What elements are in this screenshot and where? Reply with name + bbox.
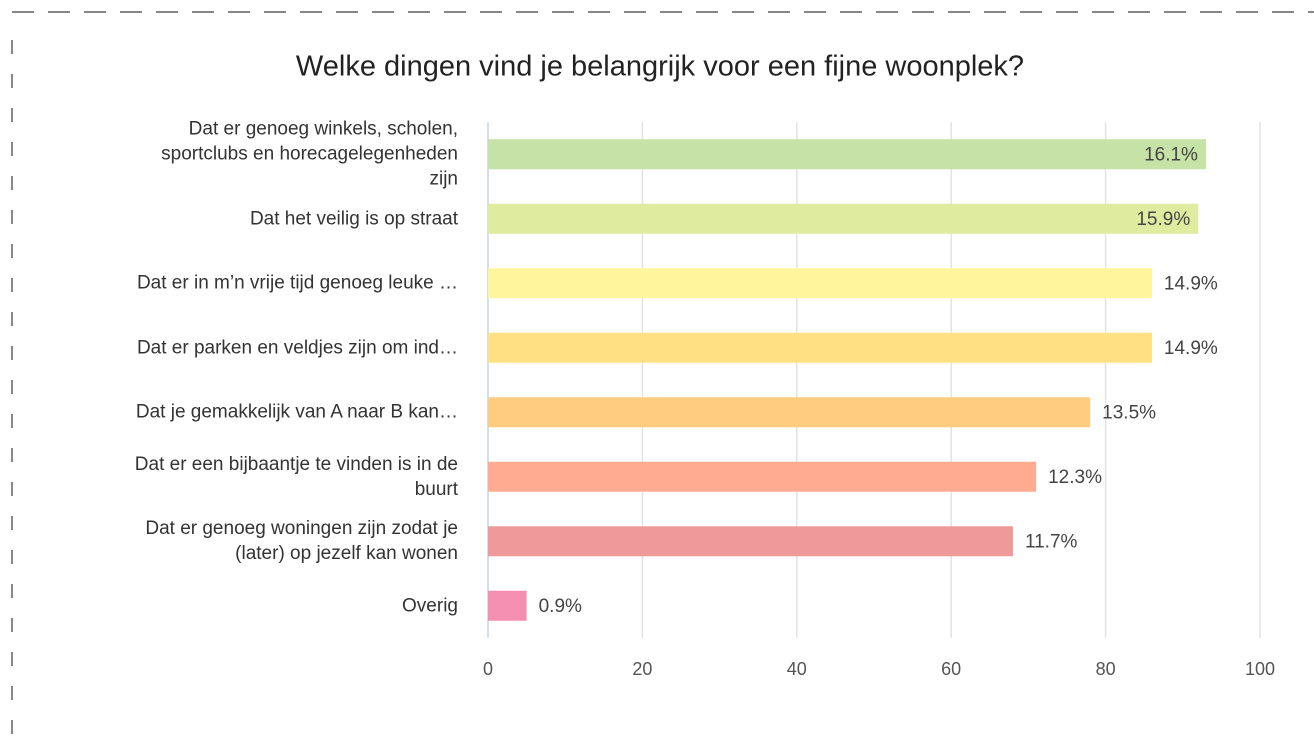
x-tick-label: 100 xyxy=(1245,659,1275,679)
value-label: 15.9% xyxy=(1136,209,1190,230)
y-tick-label: Dat er in m’n vrije tijd genoeg leuke … xyxy=(136,272,458,294)
y-tick-label: Dat je gemakkelijk van A naar B kan… xyxy=(135,401,458,423)
y-tick-label: Dat er genoeg woningen zijn zodat je (la… xyxy=(145,518,458,565)
bar xyxy=(488,397,1091,428)
y-tick-label: Dat er een bijbaantje te vinden is in de… xyxy=(134,453,458,500)
bar xyxy=(488,461,1037,492)
y-tick-label: Dat er genoeg winkels, scholen, sportclu… xyxy=(161,118,458,190)
value-label: 13.5% xyxy=(1102,402,1156,423)
x-tick-label: 40 xyxy=(787,659,807,679)
value-label: 14.9% xyxy=(1164,273,1218,294)
y-tick-label: Dat het veilig is op straat xyxy=(249,208,458,230)
bar xyxy=(488,203,1199,234)
bar xyxy=(488,332,1152,363)
x-tick-label: 80 xyxy=(1096,659,1116,679)
value-label: 0.9% xyxy=(539,596,582,617)
value-label: 16.1% xyxy=(1144,144,1198,165)
y-tick-label: Dat er parken en veldjes zijn om ind… xyxy=(136,337,458,359)
y-tick-label: Overig xyxy=(402,595,458,617)
x-tick-label: 60 xyxy=(941,659,961,679)
chart-title: Welke dingen vind je belangrijk voor een… xyxy=(296,51,1024,83)
bar xyxy=(488,268,1152,299)
x-tick-label: 20 xyxy=(632,659,652,679)
value-label: 11.7% xyxy=(1025,531,1078,552)
value-label: 14.9% xyxy=(1164,338,1218,359)
bar xyxy=(488,526,1013,557)
bar xyxy=(488,590,527,621)
bar xyxy=(488,139,1206,170)
x-tick-label: 0 xyxy=(483,659,493,679)
value-label: 12.3% xyxy=(1048,467,1102,488)
